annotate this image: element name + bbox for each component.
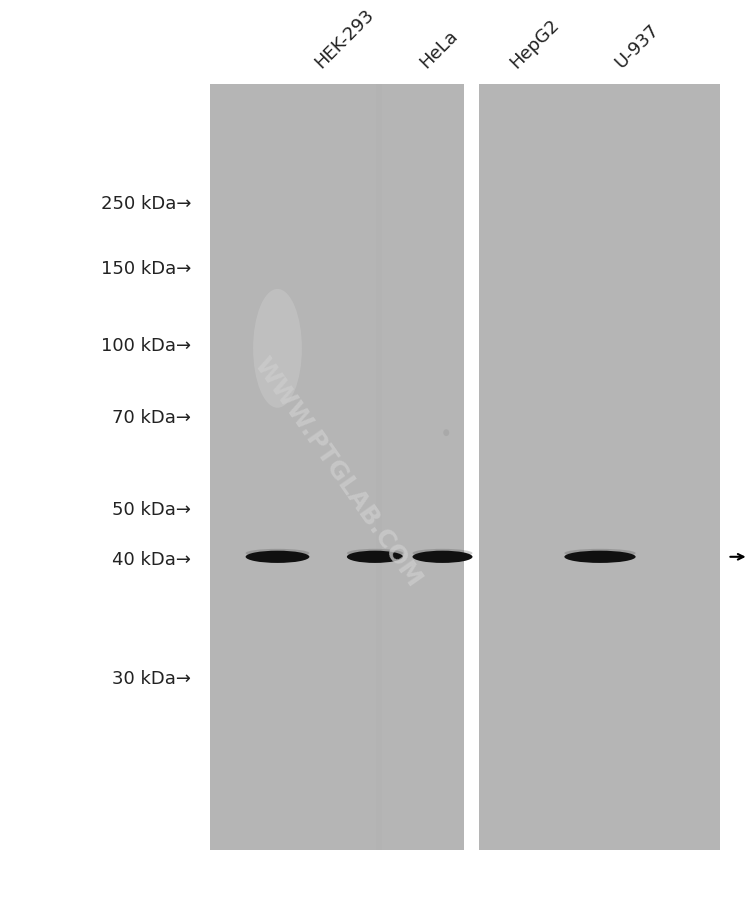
Ellipse shape xyxy=(346,551,404,564)
Ellipse shape xyxy=(253,290,302,409)
Text: HEK-293: HEK-293 xyxy=(311,5,377,72)
Text: 100 kDa→: 100 kDa→ xyxy=(101,336,191,354)
Ellipse shape xyxy=(443,429,449,437)
Text: 70 kDa→: 70 kDa→ xyxy=(112,409,191,427)
Text: 30 kDa→: 30 kDa→ xyxy=(112,669,191,687)
Bar xyxy=(210,85,464,851)
Ellipse shape xyxy=(564,551,635,564)
Text: 40 kDa→: 40 kDa→ xyxy=(112,550,191,568)
Text: WWW.PTGLAB.COM: WWW.PTGLAB.COM xyxy=(249,353,426,591)
Ellipse shape xyxy=(346,549,404,557)
Bar xyxy=(376,85,382,851)
Text: 150 kDa→: 150 kDa→ xyxy=(100,260,191,278)
Text: U-937: U-937 xyxy=(611,21,662,72)
Bar xyxy=(478,85,720,851)
Text: HeLa: HeLa xyxy=(416,27,461,72)
Text: 50 kDa→: 50 kDa→ xyxy=(112,501,191,519)
Ellipse shape xyxy=(246,551,309,564)
Ellipse shape xyxy=(413,551,472,564)
Text: 250 kDa→: 250 kDa→ xyxy=(100,195,191,213)
Text: HepG2: HepG2 xyxy=(506,15,562,72)
Ellipse shape xyxy=(246,549,309,557)
Ellipse shape xyxy=(564,549,635,557)
Ellipse shape xyxy=(413,549,472,557)
